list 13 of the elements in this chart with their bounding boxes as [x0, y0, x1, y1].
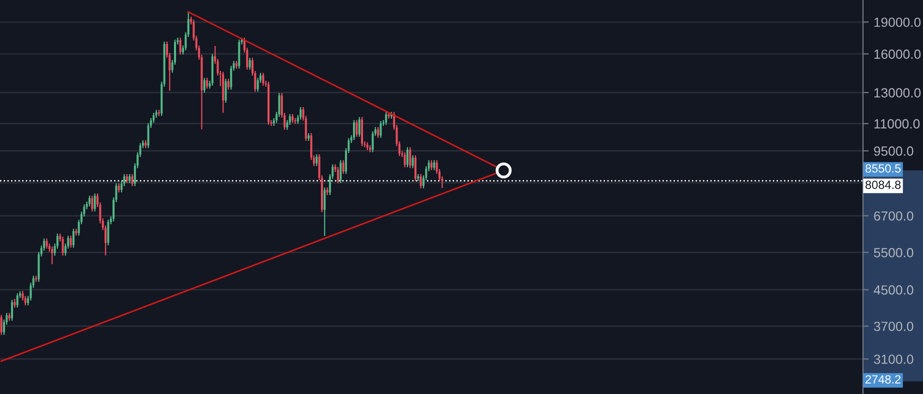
y-tick-label: 16000.0 — [874, 50, 921, 59]
y-tick-label: 5500.0 — [874, 248, 914, 258]
y-tick-label: 19000.0 — [874, 18, 921, 27]
annotation: 2748.2 — [866, 375, 901, 384]
y-tick-label: 6700.0 — [874, 211, 914, 221]
y-tick-label: 11000.0 — [874, 119, 920, 129]
ref-line-label: 8084.8 — [866, 180, 901, 190]
y-tick-label: 13000.0 — [874, 88, 921, 98]
y-tick-label: 4500.0 — [874, 285, 914, 295]
annotation: 8550.5 — [866, 164, 901, 173]
y-tick-label: 3100.0 — [874, 354, 914, 364]
y-tick-label: 3700.0 — [874, 322, 914, 332]
y-tick-label: 9500.0 — [874, 146, 914, 156]
